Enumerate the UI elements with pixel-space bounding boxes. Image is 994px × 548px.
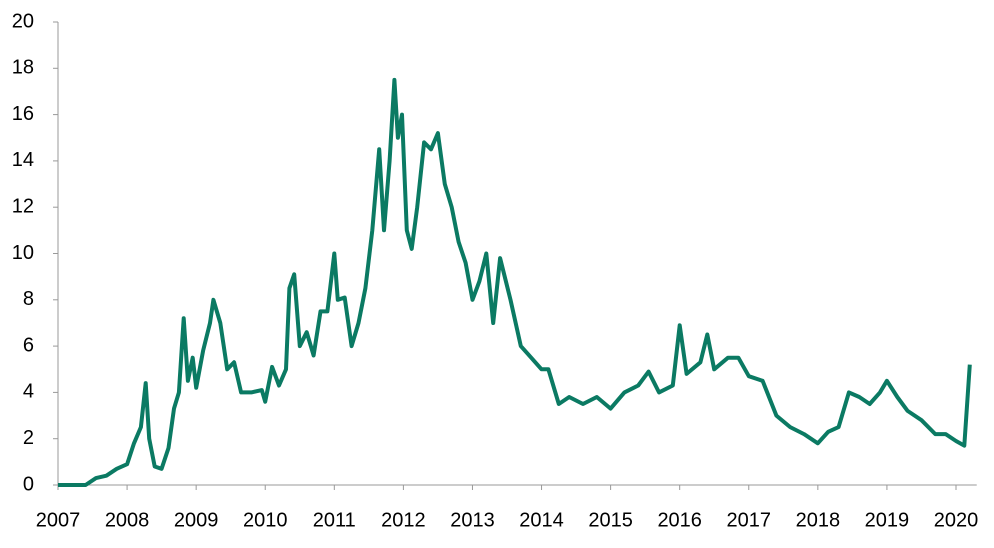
y-tick-label: 4: [23, 381, 34, 403]
x-tick-label: 2020: [934, 509, 979, 531]
x-tick-label: 2010: [243, 509, 288, 531]
x-tick-label: 2009: [174, 509, 219, 531]
y-tick-label: 0: [23, 473, 34, 495]
x-tick-label: 2016: [657, 509, 702, 531]
x-tick-label: 2007: [36, 509, 81, 531]
y-tick-label: 12: [12, 195, 34, 217]
x-tick-label: 2008: [105, 509, 150, 531]
x-tick-label: 2015: [588, 509, 633, 531]
y-tick-label: 14: [12, 149, 34, 171]
x-tick-label: 2014: [519, 509, 564, 531]
y-tick-label: 2: [23, 427, 34, 449]
x-tick-label: 2013: [450, 509, 495, 531]
x-tick-label: 2011: [313, 509, 356, 531]
y-tick-label: 16: [12, 103, 34, 125]
y-tick-label: 10: [12, 242, 34, 264]
y-tick-label: 18: [12, 57, 34, 79]
y-tick-label: 20: [12, 10, 34, 32]
x-tick-label: 2012: [381, 509, 426, 531]
x-tick-label: 2019: [865, 509, 910, 531]
y-tick-label: 8: [23, 288, 34, 310]
x-tick-label: 2017: [727, 509, 772, 531]
line-series: [58, 77, 972, 487]
x-tick-label: 2018: [796, 509, 841, 531]
y-tick-label: 6: [23, 334, 34, 356]
